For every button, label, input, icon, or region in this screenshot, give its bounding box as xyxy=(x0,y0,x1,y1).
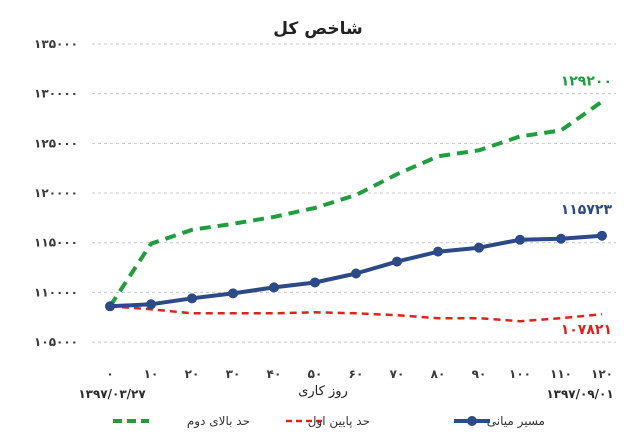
series-end-label: ۱۰۷۸۲۱ xyxy=(561,322,612,338)
x-tick-label: ۱۲۰ xyxy=(591,367,613,381)
legend-label: مسیر میانی xyxy=(487,414,545,429)
y-tick-label: ۱۱۵۰۰۰ xyxy=(34,236,78,250)
series-end-label: ۱۲۹۲۰۰ xyxy=(561,74,612,90)
series-group xyxy=(105,99,607,323)
x-tick-label: ۱۰۰ xyxy=(509,367,531,381)
end-labels: ۱۲۹۲۰۰ ۱۰۷۸۲۱ ۱۱۵۷۲۳ xyxy=(561,74,613,339)
series-line-0 xyxy=(108,99,604,308)
gridlines xyxy=(92,43,616,343)
series-point xyxy=(433,246,443,257)
y-tick-label: ۱۱۰۰۰۰ xyxy=(34,285,78,299)
x-tick-label: ۸۰ xyxy=(431,367,446,381)
x-tick-label: ۱۰ xyxy=(144,367,159,381)
series-point xyxy=(146,299,156,310)
x-tick-label: ۳۰ xyxy=(226,367,241,381)
series-point xyxy=(187,293,197,304)
y-tick-label: ۱۳۵۰۰۰ xyxy=(34,37,78,51)
series-point xyxy=(556,233,566,244)
date-end-label: ۱۳۹۷/۰۹/۰۱ xyxy=(546,387,613,401)
legend-label: حد پایین اول xyxy=(308,414,370,429)
series-point xyxy=(351,268,361,279)
series-point xyxy=(105,301,115,312)
x-tick-label: ۵۰ xyxy=(308,367,323,381)
series-point xyxy=(474,242,484,253)
x-tick-label: ۷۰ xyxy=(390,367,405,381)
series-line-1 xyxy=(109,305,603,323)
x-axis-title: روز کاری xyxy=(298,384,348,399)
x-tick-label: ۰ xyxy=(106,367,113,381)
series-end-label: ۱۱۵۷۲۳ xyxy=(561,202,613,218)
y-tick-label: ۱۰۵۰۰۰ xyxy=(34,335,78,349)
series-point xyxy=(310,277,320,288)
legend-label: حد بالای دوم xyxy=(187,414,250,429)
y-tick-label: ۱۳۰۰۰۰ xyxy=(34,87,78,101)
x-axis-ticks: ۰ ۱۰ ۲۰ ۳۰ ۴۰ ۵۰ ۶۰ ۷۰ ۸۰ ۹۰ ۱۰۰ ۱۱۰ ۱۲۰ xyxy=(106,367,613,381)
chart-title: شاخص کل xyxy=(273,19,363,39)
series-point xyxy=(269,282,279,293)
series-point xyxy=(228,288,238,299)
x-tick-label: ۶۰ xyxy=(349,367,364,381)
x-tick-label: ۲۰ xyxy=(185,367,200,381)
x-tick-label: ۹۰ xyxy=(472,367,487,381)
y-tick-label: ۱۲۰۰۰۰ xyxy=(34,186,78,200)
legend: حد بالای دوم حد پایین اول مسیر میانی xyxy=(113,414,545,429)
legend-swatch-marker xyxy=(467,416,477,426)
date-start-label: ۱۳۹۷/۰۳/۲۷ xyxy=(78,387,146,401)
series-point xyxy=(597,230,607,241)
y-tick-label: ۱۲۵۰۰۰ xyxy=(34,136,78,150)
series-point xyxy=(515,234,525,245)
y-axis-ticks: ۱۰۵۰۰۰ ۱۱۰۰۰۰ ۱۱۵۰۰۰ ۱۲۰۰۰۰ ۱۲۵۰۰۰ ۱۳۰۰۰۰ ۱۳۵۰… xyxy=(34,37,78,349)
x-tick-label: ۴۰ xyxy=(267,367,282,381)
x-tick-label: ۱۱۰ xyxy=(550,367,572,381)
series-point xyxy=(392,256,402,267)
